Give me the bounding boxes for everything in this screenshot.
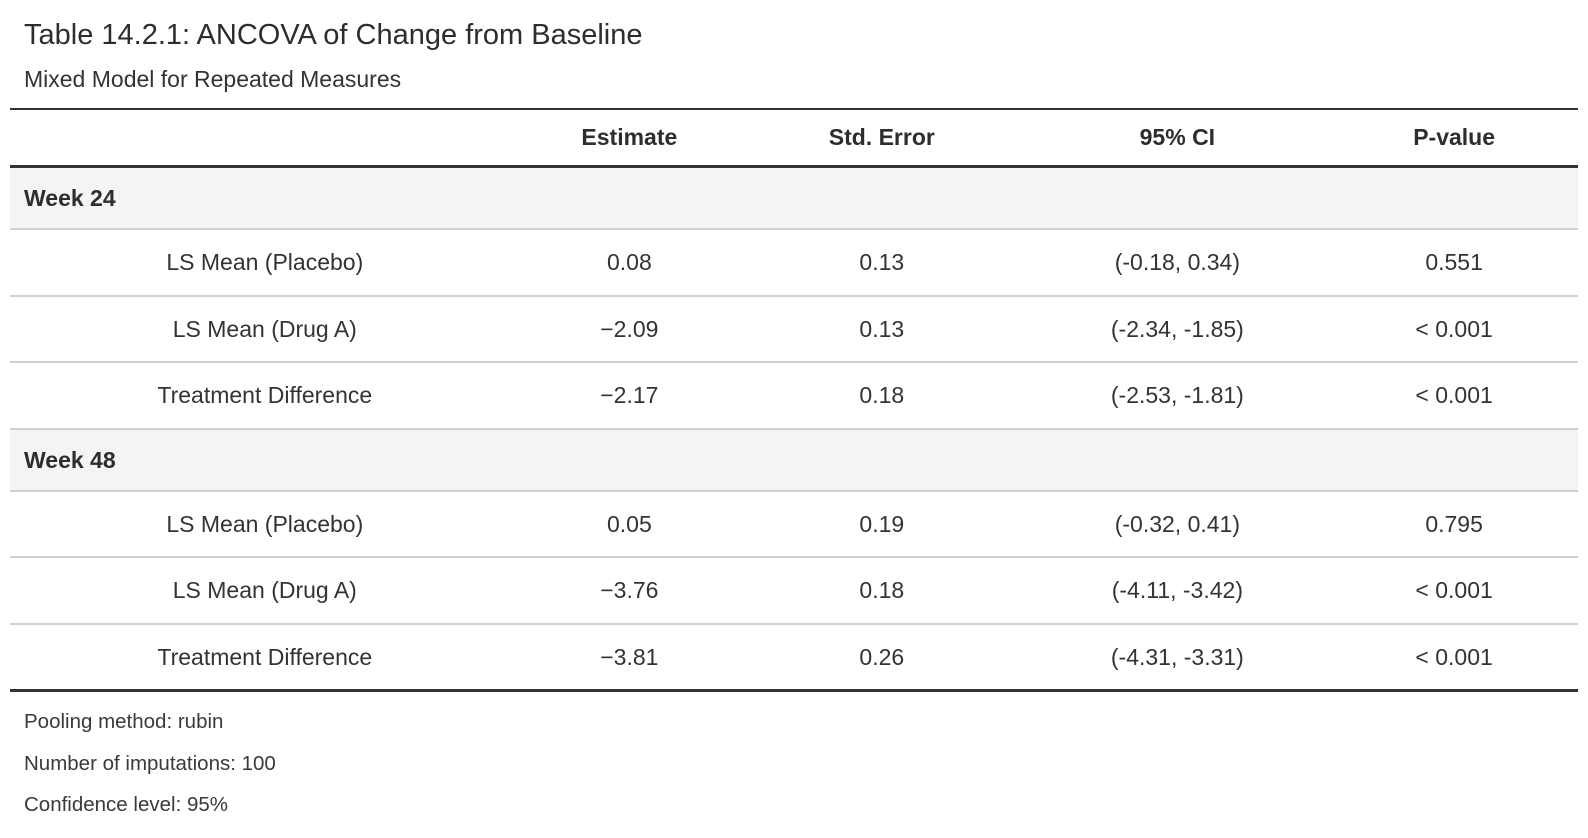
column-header-std-error: Std. Error [739,109,1025,168]
table-row: LS Mean (Placebo) 0.05 0.19 (-0.32, 0.41… [10,491,1578,559]
table-row: LS Mean (Drug A) −2.09 0.13 (-2.34, -1.8… [10,295,1578,364]
ci-value: (-4.31, -3.31) [1024,623,1331,693]
table-row: LS Mean (Placebo) 0.08 0.13 (-0.18, 0.34… [10,229,1578,297]
ci-value: (-2.53, -1.81) [1024,362,1331,430]
footnote-confidence-level: Confidence level: 95% [24,793,228,817]
column-header-stub [10,109,520,168]
ci-value: (-0.18, 0.34) [1024,229,1331,297]
column-header-p-value: P-value [1330,109,1578,168]
p-value: < 0.001 [1330,295,1578,364]
p-value: < 0.001 [1330,362,1578,430]
row-label: LS Mean (Drug A) [10,557,520,625]
estimate-value: 0.05 [519,491,740,559]
std-error-value: 0.13 [739,295,1025,364]
p-value: 0.795 [1330,491,1578,559]
results-table: Estimate Std. Error 95% CI P-value Week … [10,108,1578,693]
estimate-value: −2.17 [519,362,740,430]
estimate-value: −2.09 [519,295,740,364]
footnotes: Pooling method: rubin Number of imputati… [10,701,1578,826]
std-error-value: 0.18 [739,362,1025,430]
p-value: 0.551 [1330,229,1578,297]
table-title: Table 14.2.1: ANCOVA of Change from Base… [24,19,643,51]
header-row: Estimate Std. Error 95% CI P-value [10,109,1578,168]
table-subtitle: Mixed Model for Repeated Measures [24,65,402,92]
group-row-week-24: Week 24 [10,166,1578,231]
group-label: Week 24 [10,166,1578,231]
p-value: < 0.001 [1330,557,1578,625]
std-error-value: 0.18 [739,557,1025,625]
group-label: Week 48 [10,428,1578,493]
table-row: Treatment Difference −2.17 0.18 (-2.53, … [10,362,1578,430]
ci-value: (-4.11, -3.42) [1024,557,1331,625]
p-value: < 0.001 [1330,623,1578,693]
row-label: Treatment Difference [10,362,520,430]
row-label: LS Mean (Placebo) [10,229,520,297]
group-row-week-48: Week 48 [10,428,1578,493]
footnote-pooling-method: Pooling method: rubin [24,710,224,734]
column-header-ci: 95% CI [1024,109,1331,168]
std-error-value: 0.19 [739,491,1025,559]
table-row: Treatment Difference −3.81 0.26 (-4.31, … [10,623,1578,693]
footnote-imputations: Number of imputations: 100 [24,751,276,775]
row-label: LS Mean (Placebo) [10,491,520,559]
table-row: LS Mean (Drug A) −3.76 0.18 (-4.11, -3.4… [10,557,1578,625]
std-error-value: 0.26 [739,623,1025,693]
std-error-value: 0.13 [739,229,1025,297]
ci-value: (-0.32, 0.41) [1024,491,1331,559]
row-label: LS Mean (Drug A) [10,295,520,364]
estimate-value: 0.08 [519,229,740,297]
estimate-value: −3.76 [519,557,740,625]
ci-value: (-2.34, -1.85) [1024,295,1331,364]
estimate-value: −3.81 [519,623,740,693]
column-header-estimate: Estimate [519,109,740,168]
ancova-table-container: Table 14.2.1: ANCOVA of Change from Base… [10,0,1578,826]
row-label: Treatment Difference [10,623,520,693]
